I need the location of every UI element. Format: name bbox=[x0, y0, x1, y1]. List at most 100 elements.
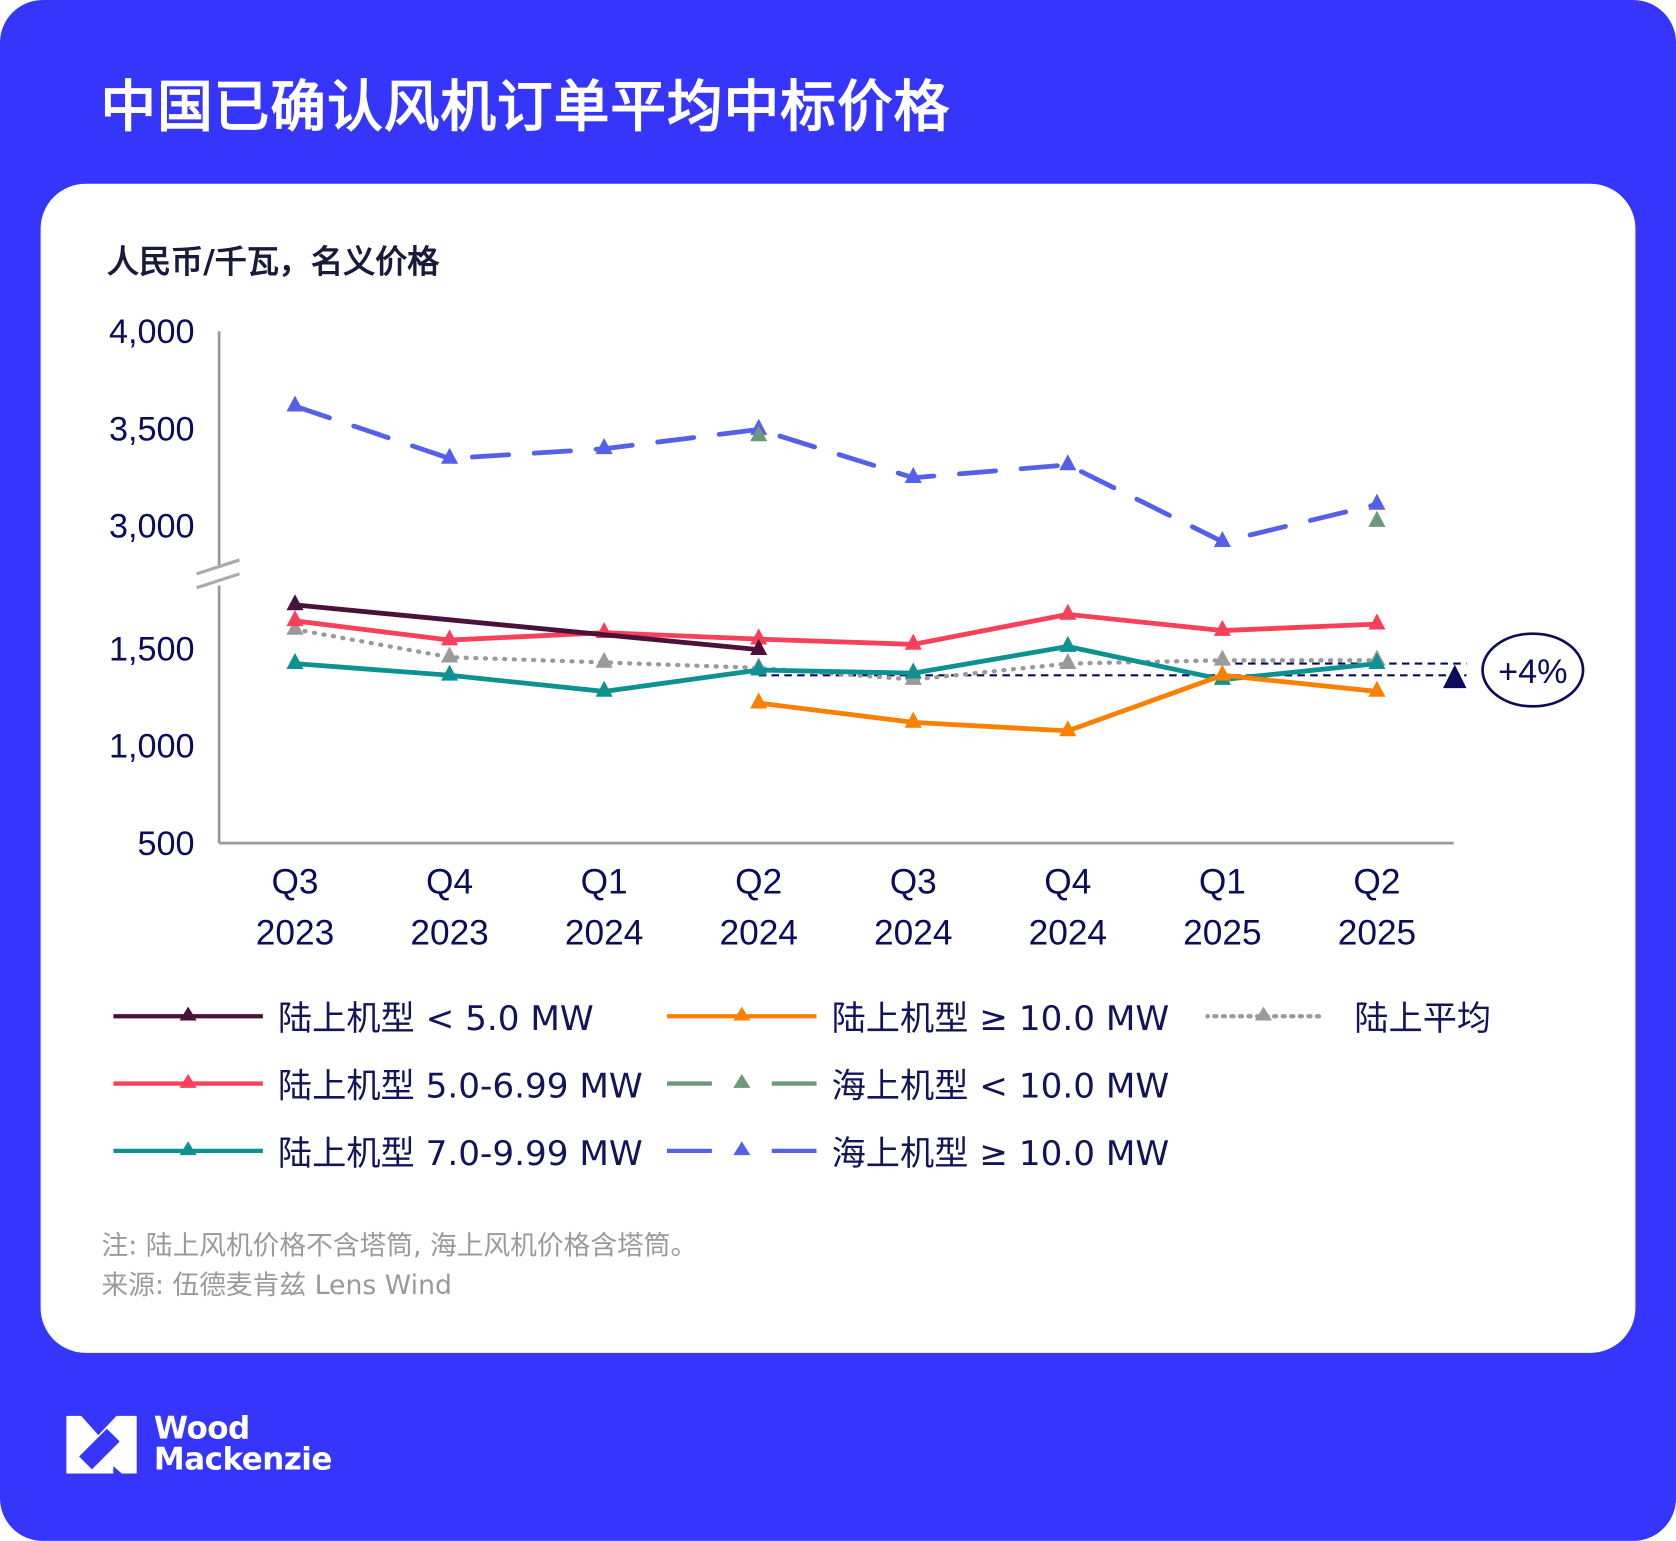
annotation-arrow-icon bbox=[1443, 664, 1467, 689]
data-point-marker bbox=[1213, 649, 1231, 666]
brand-name: Wood Mackenzie bbox=[153, 1409, 332, 1477]
wood-mackenzie-logo-icon bbox=[66, 1415, 137, 1474]
x-tick-label: 2024 bbox=[719, 914, 797, 953]
data-point-marker bbox=[1059, 652, 1077, 669]
legend-swatch-onshore-ge10 bbox=[666, 1006, 817, 1021]
legend-label: 陆上机型 7.0-9.99 MW bbox=[277, 1132, 643, 1174]
data-point-marker bbox=[750, 628, 768, 645]
legend-label: 陆上机型 ≥ 10.0 MW bbox=[831, 998, 1170, 1039]
data-point-marker bbox=[1059, 635, 1077, 652]
legend-swatch-onshore-avg bbox=[1205, 1006, 1326, 1021]
brand-line-1: Wood bbox=[153, 1409, 250, 1446]
brand-line-2: Mackenzie bbox=[153, 1440, 332, 1477]
data-point-marker bbox=[286, 395, 304, 412]
series-line-6 bbox=[292, 627, 1380, 682]
x-tick-label: 2025 bbox=[1338, 914, 1416, 953]
data-point-marker bbox=[750, 692, 768, 709]
legend-label: 陆上机型 < 5.0 MW bbox=[277, 998, 594, 1039]
data-point-marker bbox=[441, 629, 459, 646]
legend-swatch-onshore-7-10 bbox=[113, 1141, 263, 1156]
legend-swatch-offshore-ge10 bbox=[666, 1141, 817, 1156]
annotation-label: +4% bbox=[1498, 653, 1567, 691]
y-tick-label: 1,000 bbox=[109, 728, 195, 766]
page-title: 中国已确认风机订单平均中标价格 bbox=[100, 75, 951, 140]
data-point-marker bbox=[1213, 619, 1231, 636]
x-tick-label: Q2 bbox=[735, 862, 782, 901]
series-line-1 bbox=[292, 612, 1380, 647]
data-point-marker bbox=[595, 651, 613, 668]
data-point-marker bbox=[904, 633, 922, 650]
legend-label: 陆上机型 5.0-6.99 MW bbox=[277, 1065, 643, 1107]
legend-item: 陆上平均 bbox=[1205, 992, 1492, 1041]
x-tick-label: Q1 bbox=[1199, 862, 1246, 901]
data-point-marker bbox=[1368, 613, 1386, 630]
x-tick-label: Q1 bbox=[581, 862, 628, 901]
source-note: 来源: 伍德麦肯兹 Lens Wind bbox=[101, 1269, 452, 1301]
x-tick-label: 2025 bbox=[1183, 914, 1261, 953]
legend-item: 海上机型 ≥ 10.0 MW bbox=[666, 1126, 1170, 1175]
data-point-marker bbox=[1368, 680, 1386, 697]
data-point-marker bbox=[595, 680, 613, 697]
x-tick-label: 2024 bbox=[874, 914, 952, 953]
x-tick-label: Q3 bbox=[271, 862, 318, 901]
data-point-marker bbox=[750, 659, 768, 676]
data-point-marker bbox=[441, 646, 459, 663]
data-point-marker bbox=[286, 618, 304, 635]
y-axis-label: 人民币/千瓦，名义价格 bbox=[106, 243, 440, 282]
data-point-marker bbox=[1213, 664, 1231, 681]
brand-logo: Wood Mackenzie bbox=[66, 1409, 332, 1477]
data-point-marker bbox=[904, 467, 922, 484]
series-line-5 bbox=[292, 403, 1380, 545]
legend-swatch-offshore-lt10 bbox=[666, 1073, 817, 1088]
x-tick-label: 2024 bbox=[565, 914, 643, 953]
data-point-marker bbox=[595, 438, 613, 455]
data-point-marker bbox=[286, 652, 304, 669]
x-tick-label: 2024 bbox=[1029, 914, 1107, 953]
data-point-marker bbox=[904, 662, 922, 679]
x-tick-label: Q2 bbox=[1353, 862, 1400, 901]
data-point-marker bbox=[904, 711, 922, 728]
x-tick-label: Q4 bbox=[1044, 862, 1091, 901]
chart-card bbox=[40, 183, 1636, 1353]
x-tick-label: 2023 bbox=[410, 914, 488, 953]
data-point-marker bbox=[750, 425, 768, 442]
legend-label: 陆上平均 bbox=[1354, 998, 1492, 1039]
axis-break-mark bbox=[196, 558, 240, 576]
legend-item: 陆上机型 < 5.0 MW bbox=[113, 992, 594, 1041]
data-point-marker bbox=[1059, 720, 1077, 737]
annotation-circle bbox=[1481, 632, 1585, 708]
legend-item: 陆上机型 5.0-6.99 MW bbox=[113, 1059, 643, 1108]
data-point-marker bbox=[1368, 510, 1386, 527]
data-point-marker bbox=[441, 664, 459, 681]
data-point-marker bbox=[1368, 493, 1386, 510]
data-point-marker bbox=[441, 447, 459, 464]
legend-item: 陆上机型 7.0-9.99 MW bbox=[113, 1126, 643, 1175]
axis-break-mark bbox=[196, 572, 240, 590]
x-tick-label: Q3 bbox=[890, 862, 937, 901]
series-line-0 bbox=[292, 602, 762, 653]
legend-swatch-onshore-lt5 bbox=[113, 1006, 263, 1021]
legend-item: 陆上机型 ≥ 10.0 MW bbox=[666, 992, 1170, 1041]
data-point-marker bbox=[750, 638, 768, 655]
x-tick-label: 2023 bbox=[256, 914, 334, 953]
series-line-2 bbox=[292, 644, 1380, 694]
y-tick-label: 500 bbox=[137, 825, 194, 863]
data-point-marker bbox=[1368, 652, 1386, 669]
y-tick-label: 3,500 bbox=[109, 410, 195, 448]
legend-item: 海上机型 < 10.0 MW bbox=[666, 1059, 1170, 1108]
data-point-marker bbox=[1213, 531, 1231, 548]
data-point-marker bbox=[286, 594, 304, 611]
y-tick-label: 4,000 bbox=[109, 313, 195, 351]
legend-swatch-onshore-5-7 bbox=[113, 1073, 263, 1088]
footnote: 注: 陆上风机价格不含塔筒, 海上风机价格含塔筒。 bbox=[101, 1229, 698, 1261]
legend-label: 海上机型 ≥ 10.0 MW bbox=[831, 1132, 1170, 1174]
data-point-marker bbox=[1059, 603, 1077, 620]
legend-label: 海上机型 < 10.0 MW bbox=[831, 1065, 1170, 1107]
data-point-marker bbox=[1059, 454, 1077, 471]
data-point-marker bbox=[286, 610, 304, 627]
x-tick-label: Q4 bbox=[426, 862, 473, 901]
y-tick-label: 1,500 bbox=[109, 630, 195, 668]
y-tick-label: 3,000 bbox=[109, 508, 195, 546]
